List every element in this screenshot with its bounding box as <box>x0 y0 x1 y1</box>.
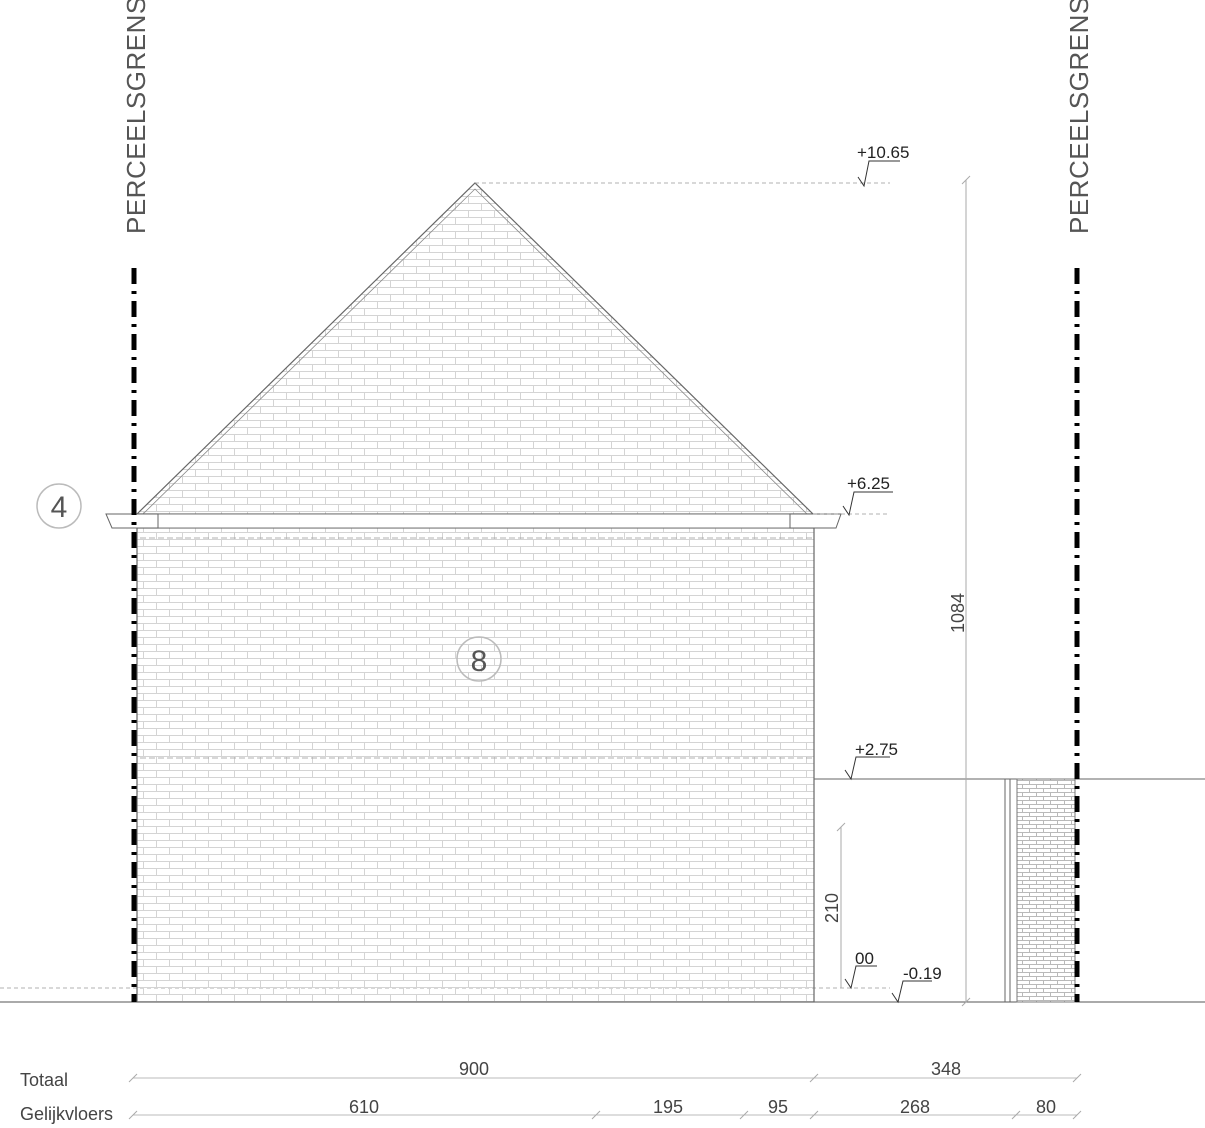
level-marker-floor: +2.75 <box>844 740 898 781</box>
dimension-210: 210 <box>822 893 842 923</box>
facade-wall <box>136 527 815 1003</box>
gable <box>135 182 815 515</box>
dim-gelijkvloers-80: 80 <box>1036 1097 1056 1117</box>
dimension-row-totaal: Totaal 900 348 <box>20 1059 1082 1090</box>
dim-totaal-348: 348 <box>931 1059 961 1079</box>
plot-boundary-label-right: PERCEELSGRENS <box>1064 0 1094 234</box>
dim-gelijkvloers-610: 610 <box>349 1097 379 1117</box>
building-facade <box>105 182 842 1003</box>
level-marker-eave: +6.25 <box>813 474 893 517</box>
row-label-gelijkvloers: Gelijkvloers <box>20 1104 113 1124</box>
dimension-total-height: 1084 <box>948 175 971 1007</box>
plot-boundary-label-left: PERCEELSGRENS <box>121 0 151 234</box>
eave-band <box>136 513 815 529</box>
dimension-row-gelijkvloers: Gelijkvloers 610 195 95 268 80 <box>20 1097 1082 1124</box>
level-marker-terrain: -0.19 <box>891 964 942 1004</box>
tag-circle-left <box>36 483 82 529</box>
level-marker-ridge: +10.65 <box>475 143 909 188</box>
level-ridge: +10.65 <box>857 143 909 162</box>
left-eave-corbel <box>105 513 159 529</box>
tag-wall: 8 <box>471 645 488 678</box>
right-eave-corbel <box>789 513 842 529</box>
dimension-gate-height: 210 <box>822 822 846 988</box>
level-floor-1: +2.75 <box>855 740 898 759</box>
level-marker-ground: 00 <box>844 949 877 990</box>
tag-circle-wall <box>456 636 502 682</box>
level-terrain: -0.19 <box>903 964 942 983</box>
level-eave: +6.25 <box>847 474 890 493</box>
dimension-1084: 1084 <box>948 593 968 633</box>
dim-gelijkvloers-268: 268 <box>900 1097 930 1117</box>
dim-gelijkvloers-195: 195 <box>653 1097 683 1117</box>
dim-gelijkvloers-95: 95 <box>768 1097 788 1117</box>
dim-totaal-900: 900 <box>459 1059 489 1079</box>
level-ground: 00 <box>855 949 874 968</box>
garden-wall <box>814 778 1205 1003</box>
tag-left: 4 <box>51 491 68 524</box>
row-label-totaal: Totaal <box>20 1070 68 1090</box>
brick-pillar <box>1016 778 1076 1003</box>
